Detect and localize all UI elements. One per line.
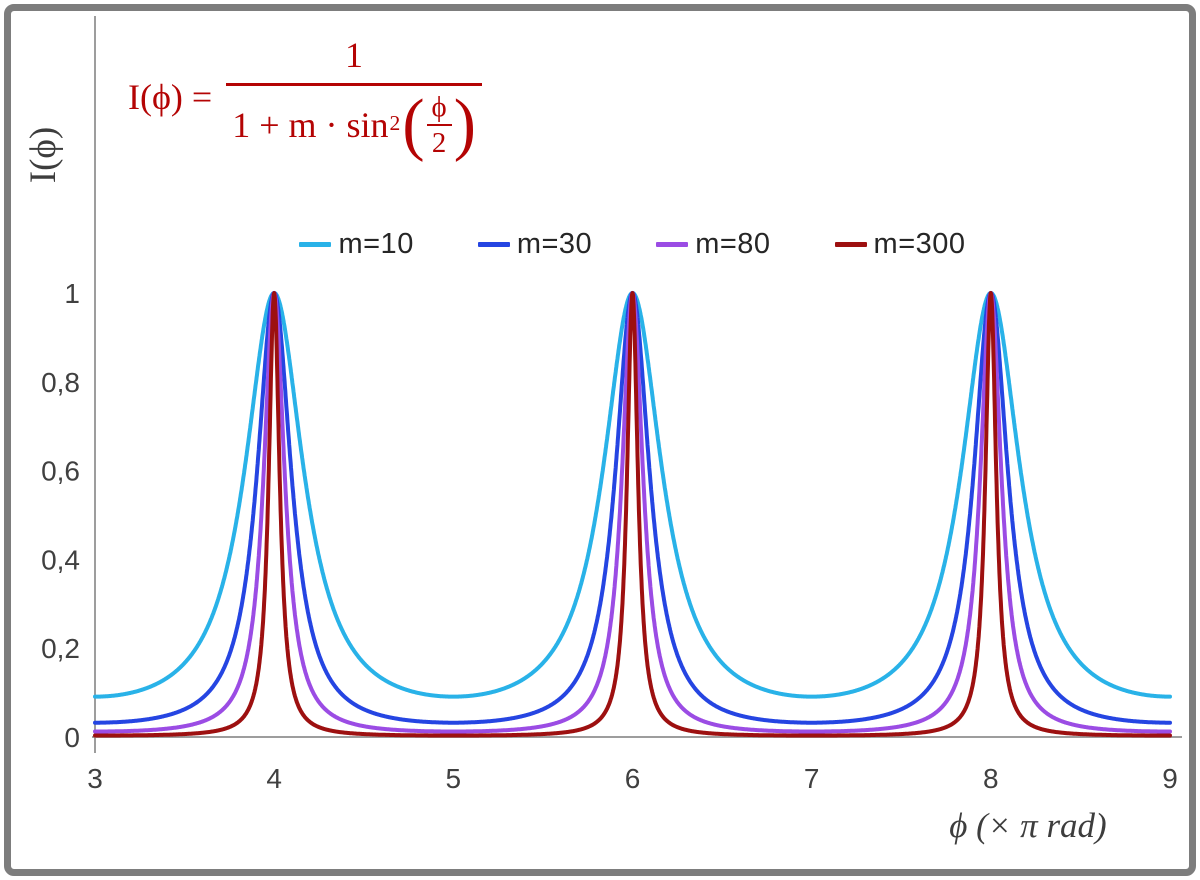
x-tick-label: 8 [983, 763, 999, 794]
y-tick-label: 1 [64, 278, 80, 309]
x-tick-label: 3 [87, 763, 103, 794]
formula-inner-fraction: ϕ 2 [426, 91, 452, 160]
y-tick-label: 0,8 [41, 367, 80, 398]
formula-denominator: 1 + m · sin 2 ( ϕ 2 ) [232, 86, 476, 164]
x-tick-label: 5 [446, 763, 462, 794]
x-tick-label: 4 [266, 763, 282, 794]
y-tick-label: 0,4 [41, 544, 80, 575]
legend-item-m30: m=30 [477, 227, 593, 261]
legend-item-m10: m=10 [299, 228, 413, 261]
intensity-formula: I(ϕ) = 1 1 + m · sin 2 ( ϕ 2 ) [128, 34, 482, 160]
legend-swatch-m30 [477, 241, 510, 247]
legend-label-m80: m=80 [695, 227, 771, 260]
formula-numerator: 1 [226, 34, 482, 86]
legend-item-m80: m=80 [656, 228, 770, 261]
legend-swatch-m300 [834, 241, 867, 247]
y-axis-title: I(ϕ) [23, 126, 64, 184]
x-tick-label: 7 [804, 763, 820, 794]
formula-den-prefix: 1 + m · sin [232, 105, 389, 146]
legend-swatch-m80 [656, 241, 689, 247]
formula-exponent: 2 [389, 110, 401, 135]
series-curve-m=80 [93, 291, 1172, 734]
y-tick-label: 0 [64, 722, 80, 753]
legend: m=10 m=30 m=80 m=300 [95, 226, 1170, 262]
series-curve-m=30 [93, 291, 1172, 725]
legend-item-m300: m=300 [834, 227, 966, 261]
formula-lhs: I(ϕ) = [128, 76, 213, 117]
legend-label-m300: m=300 [873, 227, 966, 260]
inner-numerator: ϕ [426, 91, 452, 127]
legend-label-m10: m=10 [338, 227, 414, 260]
inner-denominator: 2 [431, 127, 447, 160]
x-tick-label: 9 [1162, 763, 1178, 794]
series-curve-m=300 [93, 291, 1172, 738]
y-tick-label: 0,2 [41, 633, 80, 664]
formula-main-fraction: 1 1 + m · sin 2 ( ϕ 2 ) [226, 34, 482, 160]
y-tick-label: 0,6 [41, 456, 80, 487]
legend-swatch-m10 [299, 241, 332, 247]
x-tick-label: 6 [625, 763, 641, 794]
x-axis-title: ϕ (× π rad) [949, 806, 1107, 845]
legend-label-m30: m=30 [516, 227, 593, 260]
